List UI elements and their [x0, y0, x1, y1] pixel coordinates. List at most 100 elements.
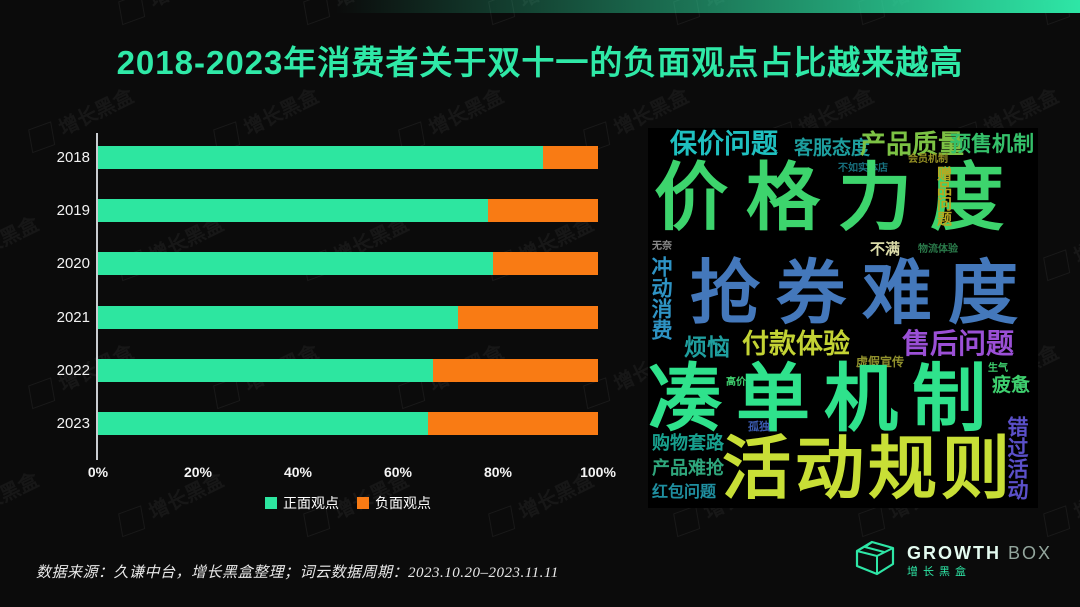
watermark-text: 增长黑盒 — [425, 85, 508, 141]
watermark-cube-icon — [1042, 504, 1070, 537]
year-label: 2019 — [56, 202, 90, 220]
wordcloud-word: 预售机制 — [950, 133, 1034, 156]
year-label: 2020 — [56, 255, 90, 273]
x-tick-label: 80% — [483, 464, 513, 480]
logo-growth: GROWTH — [906, 542, 1001, 563]
wordcloud-word: 价格力度 — [654, 156, 1022, 239]
wordcloud-word: 不满 — [870, 241, 901, 258]
bar-track — [98, 199, 598, 223]
wordcloud-word: 付款体验 — [742, 329, 850, 359]
logo-box: BOX — [1007, 542, 1052, 563]
legend-item: 负面观点 — [357, 493, 431, 513]
watermark-text: 增长黑盒 — [0, 469, 43, 525]
wordcloud-word: 购物套路 — [652, 433, 724, 453]
x-tick-label: 0% — [87, 464, 109, 480]
wordcloud-word: 赠品问题 — [935, 166, 952, 226]
legend-label: 负面观点 — [375, 495, 431, 511]
bar-row-2021: 2021 — [40, 305, 598, 329]
watermark-cube-icon — [302, 0, 330, 25]
watermark-text: 增长黑盒 — [1070, 213, 1080, 269]
watermark-tile: 增长黑盒 — [0, 208, 43, 283]
page-title: 2018-2023年消费者关于双十一的负面观点占比越来越高 — [116, 44, 964, 81]
bar-segment-正面观点 — [98, 305, 458, 329]
growthbox-logo-icon — [853, 538, 897, 583]
watermark-tile: 增长黑盒 — [1039, 208, 1080, 283]
logo-chinese-name: 增长黑盒 — [906, 565, 971, 578]
wordcloud-word: 售后问题 — [902, 328, 1015, 359]
logo-text: GROWTH BOX 增长黑盒 — [907, 543, 1052, 578]
watermark-text: 增长黑盒 — [1070, 469, 1080, 525]
wordcloud-word: 抢券难度 — [690, 254, 1034, 332]
x-tick-label: 60% — [383, 464, 413, 480]
legend-swatch — [357, 497, 369, 509]
bar-track — [98, 412, 598, 435]
watermark-text: 增长黑盒 — [0, 213, 43, 269]
wordcloud-word: 保价问题 — [670, 129, 778, 159]
year-label: 2018 — [56, 149, 90, 166]
wordcloud: 保价问题 客服态度 产品质量 预售机制不如实体店 会员机制 价格力度 赠品问题无奈 不满 物流体… — [648, 128, 1038, 508]
x-tick-label: 20% — [183, 464, 213, 480]
x-axis-ticks: 0% 20% 40% 60% 80% 100% — [88, 464, 616, 484]
watermark-text: 增长黑盒 — [0, 0, 43, 13]
x-tick-label: 40% — [283, 464, 313, 480]
wordcloud-word: 会员机制 — [908, 154, 948, 165]
bar-track — [98, 146, 598, 169]
wordcloud-word: 凑单机制 — [648, 357, 1000, 440]
bar-segment-负面观点 — [428, 412, 598, 435]
wordcloud-word: 无奈 — [652, 241, 672, 252]
bar-row-2019: 2019 — [40, 199, 598, 223]
watermark-tile: 增长黑盒 — [114, 0, 227, 27]
year-label: 2023 — [56, 415, 90, 432]
watermark-cube-icon — [672, 504, 700, 537]
wordcloud-word: 物流体验 — [918, 244, 958, 255]
wordcloud-word: 客服态度 — [794, 138, 871, 159]
bar-segment-正面观点 — [98, 358, 433, 382]
bar-track — [98, 252, 598, 276]
wordcloud-word: 孤独 — [748, 421, 770, 433]
bar-segment-正面观点 — [98, 252, 493, 276]
wordcloud-word: 产品质量 — [860, 129, 965, 159]
chart-legend: 正面观点 负面观点 — [98, 493, 598, 513]
legend-item: 正面观点 — [265, 493, 339, 513]
watermark-text: 增长黑盒 — [143, 0, 228, 13]
top-gradient-bar — [335, 0, 1080, 13]
bar-segment-正面观点 — [98, 146, 543, 169]
legend-label: 正面观点 — [283, 495, 339, 511]
watermark-cube-icon — [857, 504, 885, 537]
wordcloud-word: 产品难抢 — [652, 458, 724, 478]
bar-segment-负面观点 — [493, 252, 598, 276]
watermark-cube-icon — [1042, 248, 1070, 281]
bar-segment-负面观点 — [543, 146, 598, 169]
wordcloud-word: 错过活动 — [1005, 416, 1028, 500]
wordcloud-word: 红包问题 — [652, 484, 717, 501]
bar-row-2020: 2020 — [40, 252, 598, 276]
bar-row-2022: 2022 — [40, 358, 598, 382]
watermark-tile: 增长黑盒 — [0, 0, 43, 27]
data-source-note: 数据来源：久谦中台，增长黑盒整理；词云数据周期：2023.10.20–2023.… — [36, 565, 559, 581]
bar-row-2018: 2018 — [40, 146, 598, 169]
y-axis-line — [96, 133, 98, 460]
wordcloud-word: 疲惫 — [992, 375, 1031, 396]
watermark-cube-icon — [117, 0, 145, 25]
bar-track — [98, 358, 598, 382]
bar-row-2023: 2023 — [40, 412, 598, 435]
watermark-tile: 增长黑盒 — [0, 464, 43, 539]
stacked-bar-chart: 2018 2019 2020 2021 2022 2023 0% 20% 40% 60% 80% 1… — [40, 133, 620, 523]
legend-swatch — [265, 497, 277, 509]
watermark-tile: 增长黑盒 — [1039, 464, 1080, 539]
growthbox-logo: GROWTH BOX 增长黑盒 — [853, 538, 1052, 583]
wordcloud-word: 活动规则 — [722, 430, 1014, 507]
bar-segment-负面观点 — [433, 358, 598, 382]
bar-segment-正面观点 — [98, 199, 488, 223]
logo-wordmark: GROWTH BOX — [907, 543, 1052, 564]
wordcloud-word: 不如实体店 — [838, 163, 888, 174]
wordcloud-word: 生气 — [988, 363, 1008, 374]
bar-track — [98, 305, 598, 329]
wordcloud-word: 高价 — [726, 377, 746, 388]
year-label: 2021 — [56, 308, 90, 326]
bar-segment-负面观点 — [488, 199, 598, 223]
x-tick-label: 100% — [580, 464, 616, 480]
watermark-text: 增长黑盒 — [240, 85, 323, 141]
bar-segment-负面观点 — [458, 305, 598, 329]
year-label: 2022 — [56, 361, 90, 379]
